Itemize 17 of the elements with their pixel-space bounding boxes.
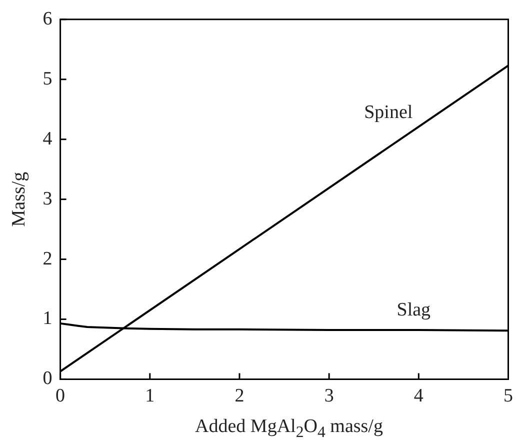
y-tick-label: 1 — [42, 308, 52, 330]
x-tick-label: 5 — [504, 386, 513, 407]
y-tick-label: 0 — [42, 368, 52, 390]
y-tick-label: 2 — [42, 248, 52, 270]
x-tick-label: 2 — [234, 386, 244, 407]
y-tick-label: 4 — [42, 128, 53, 150]
x-tick-label: 0 — [56, 386, 66, 407]
y-tick-label: 3 — [42, 188, 52, 210]
x-tick-label: 3 — [324, 386, 334, 407]
x-axis-title: Added MgAl$_{2}$O$_{4}$ mass/g — [194, 416, 384, 442]
y-tick-label: 5 — [42, 68, 52, 90]
series-label: Slag — [396, 300, 432, 321]
x-tick-label: 4 — [414, 386, 424, 407]
y-axis-title: Mass/g — [8, 171, 30, 227]
x-tick-label: 1 — [145, 386, 155, 407]
y-tick-label: 6 — [42, 8, 52, 30]
series-label: Spinel — [364, 102, 413, 124]
